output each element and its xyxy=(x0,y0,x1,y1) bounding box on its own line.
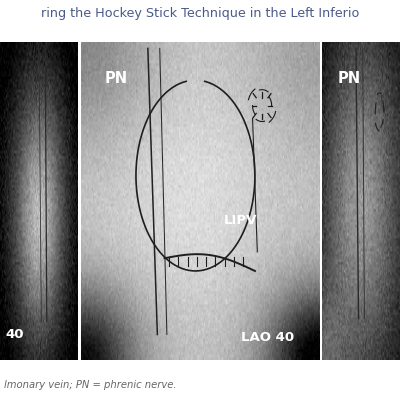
Text: PN: PN xyxy=(105,71,128,86)
Text: lmonary vein; PN = phrenic nerve.: lmonary vein; PN = phrenic nerve. xyxy=(4,380,176,390)
Text: ring the Hockey Stick Technique in the Left Inferio: ring the Hockey Stick Technique in the L… xyxy=(41,8,359,20)
Text: LAO 40: LAO 40 xyxy=(241,331,294,344)
Text: 40: 40 xyxy=(6,328,24,341)
Text: PN: PN xyxy=(338,71,361,86)
Text: LIPV: LIPV xyxy=(224,214,257,226)
